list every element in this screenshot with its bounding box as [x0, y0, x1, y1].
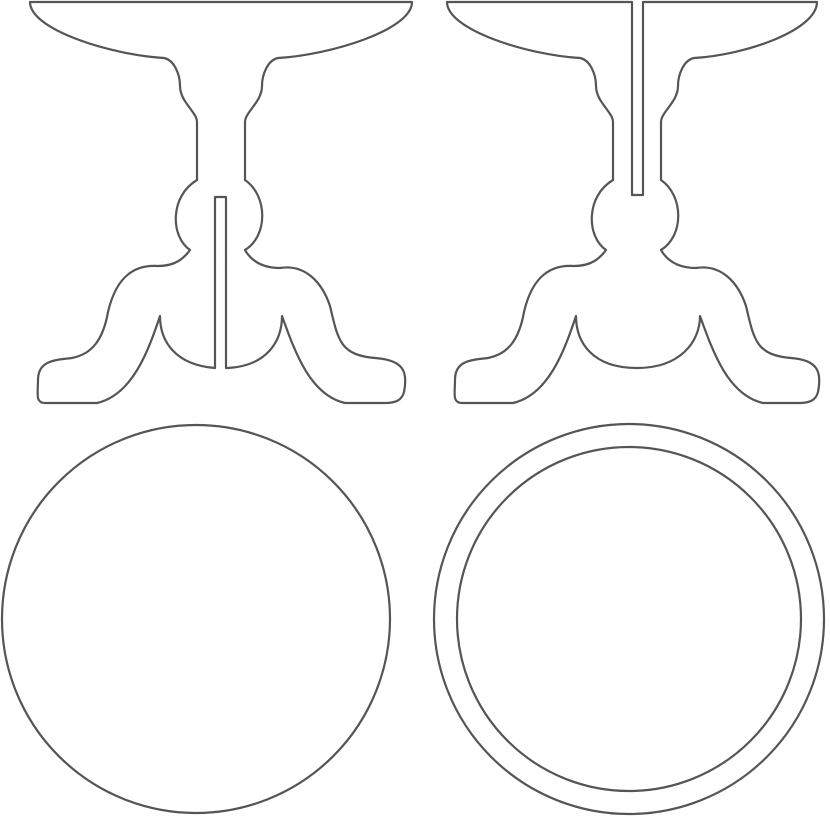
- tabletop-disc: [0, 423, 392, 815]
- tabletop-disc-outline: [0, 423, 392, 815]
- pedestal-outline-a: [28, 0, 414, 405]
- tabletop-ring: [432, 422, 826, 816]
- pedestal-outline-b: [445, 0, 821, 405]
- pedestal-side-a: [28, 0, 414, 405]
- tabletop-ring-inner: [455, 445, 803, 793]
- pedestal-side-b: [445, 0, 821, 405]
